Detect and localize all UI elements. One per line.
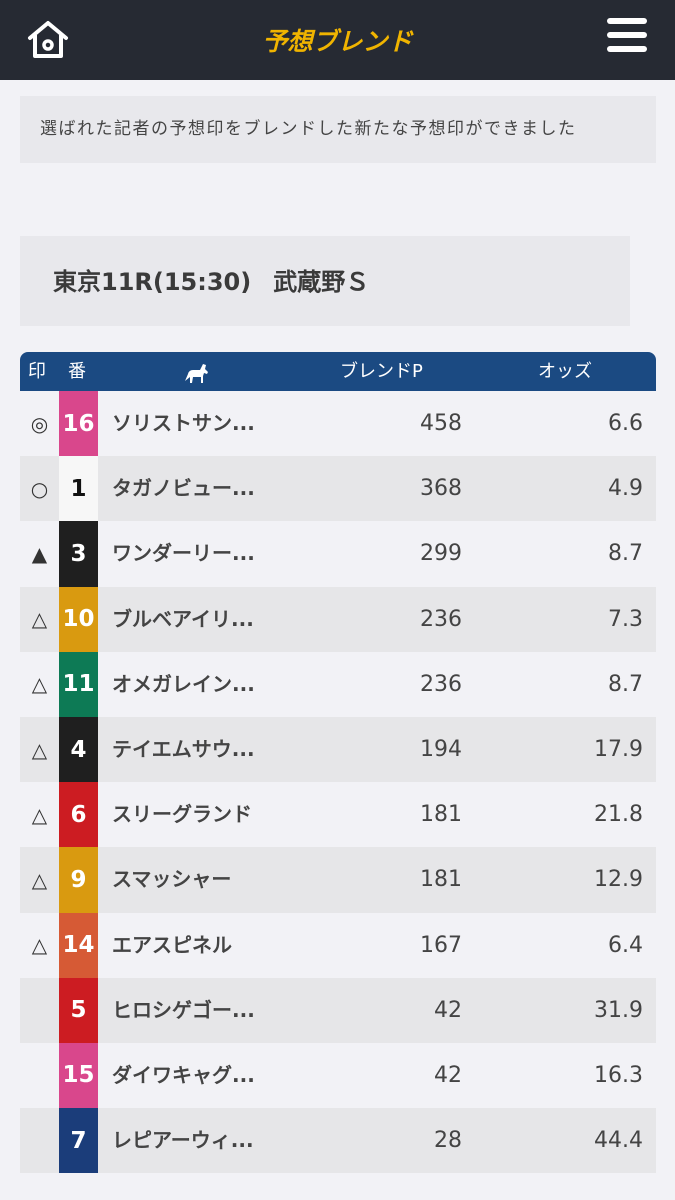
odds-value: 8.7 [608, 541, 643, 567]
blend-points: 181 [420, 802, 462, 828]
odds-value: 17.9 [594, 736, 643, 762]
blend-points: 299 [420, 541, 462, 567]
table-row[interactable]: ▲ 3 ワンダーリー... 299 8.7 [20, 521, 656, 587]
odds-value: 8.7 [608, 671, 643, 697]
odds-value: 6.4 [608, 932, 643, 958]
prediction-mark: △ [31, 933, 48, 958]
horse-number: 5 [59, 977, 98, 1043]
horse-number: 10 [59, 586, 98, 652]
horse-number: 11 [59, 651, 98, 717]
horse-number: 15 [59, 1042, 98, 1109]
prediction-mark: △ [31, 867, 48, 892]
blend-points: 28 [434, 1128, 462, 1154]
horse-name[interactable]: タガノビュー... [112, 476, 255, 501]
table-row[interactable]: △ 6 スリーグランド 181 21.8 [20, 782, 656, 848]
horse-number: 7 [59, 1108, 98, 1174]
prediction-mark: △ [31, 802, 48, 827]
blend-points-header: ブレンドP [340, 361, 423, 382]
odds-value: 31.9 [594, 997, 643, 1023]
table-row[interactable]: △ 10 ブルベアイリ... 236 7.3 [20, 586, 656, 652]
horse-number: 3 [59, 521, 98, 587]
table-header: 印 番 ブレンドP オッズ [20, 352, 656, 391]
horse-name[interactable]: スリーグランド [112, 802, 252, 827]
horse-icon [183, 360, 209, 400]
horse-number: 6 [59, 782, 98, 848]
odds-value: 4.9 [608, 476, 643, 502]
top-bar: 予想ブレンド [0, 0, 675, 80]
prediction-mark: △ [31, 672, 48, 697]
blend-points: 236 [420, 671, 462, 697]
horse-name[interactable]: ソリストサン... [112, 411, 255, 435]
horse-name[interactable]: ブルベアイリ... [112, 606, 254, 631]
horse-number: 1 [59, 456, 98, 522]
blend-points: 368 [420, 476, 462, 502]
hamburger-menu-icon [607, 18, 647, 24]
table-row[interactable]: △ 11 オメガレイン... 236 8.7 [20, 651, 656, 717]
horse-number: 4 [59, 716, 98, 783]
table-row[interactable]: ○ 1 タガノビュー... 368 4.9 [20, 456, 656, 522]
horse-name[interactable]: オメガレイン... [112, 671, 255, 696]
horse-name[interactable]: エアスピネル [112, 932, 232, 957]
odds-value: 6.6 [608, 411, 643, 436]
prediction-mark: △ [31, 737, 48, 762]
odds-header: オッズ [538, 361, 592, 382]
table-row[interactable]: ◎ 16 ソリストサン... 458 6.6 [20, 391, 656, 457]
blend-points: 236 [420, 606, 462, 632]
horse-name[interactable]: ワンダーリー... [112, 541, 255, 566]
home-icon [28, 21, 68, 58]
blend-points: 42 [434, 997, 462, 1023]
horse-number: 9 [59, 847, 98, 913]
blend-points: 42 [434, 1062, 462, 1088]
prediction-mark [20, 978, 59, 1043]
odds-value: 7.3 [608, 606, 643, 632]
horse-name[interactable]: スマッシャー [112, 867, 232, 892]
table-row[interactable]: △ 4 テイエムサウ... 194 17.9 [20, 716, 656, 783]
horse-name[interactable]: ダイワキャグ... [112, 1062, 255, 1087]
horse-name[interactable]: テイエムサウ... [112, 736, 255, 761]
table-row[interactable]: △ 14 エアスピネル 167 6.4 [20, 912, 656, 978]
prediction-mark: ○ [30, 476, 49, 501]
prediction-mark [20, 1043, 59, 1108]
horse-number: 14 [59, 912, 98, 978]
mark-header: 印 [28, 361, 46, 382]
menu-button[interactable] [607, 18, 647, 58]
table-row[interactable]: 15 ダイワキャグ... 42 16.3 [20, 1042, 656, 1109]
race-info-box: 東京11R(15:30) 武蔵野Ｓ [20, 236, 630, 326]
table-row[interactable]: 7 レピアーウィ... 28 44.4 [20, 1108, 656, 1174]
number-header: 番 [68, 361, 86, 382]
table-body: ◎ 16 ソリストサン... 458 6.6 ○ 1 タガノビュー... 368 4.9 ▲ 3 ワンダ… [20, 391, 656, 1174]
home-button[interactable] [24, 16, 72, 64]
prediction-mark: △ [31, 607, 48, 632]
prediction-mark: ▲ [31, 541, 48, 566]
prediction-mark: ◎ [30, 411, 49, 436]
blend-notice: 選ばれた記者の予想印をブレンドした新たな予想印ができました [20, 96, 656, 163]
horse-number: 16 [59, 391, 98, 457]
odds-value: 12.9 [594, 867, 643, 893]
race-name: 武蔵野Ｓ [273, 268, 370, 296]
blend-points: 181 [420, 867, 462, 893]
race-time: 東京11R(15:30) [53, 268, 252, 296]
blend-table: 印 番 ブレンドP オッズ ◎ 16 ソリストサン... 458 6.6 ○ 1 タガノビュー… [20, 352, 656, 1174]
table-row[interactable]: 5 ヒロシゲゴー... 42 31.9 [20, 977, 656, 1043]
prediction-mark [20, 1108, 59, 1173]
odds-value: 21.8 [594, 802, 643, 828]
blend-points: 458 [420, 411, 462, 436]
table-row[interactable]: △ 9 スマッシャー 181 12.9 [20, 847, 656, 913]
odds-value: 16.3 [594, 1062, 643, 1088]
horse-name[interactable]: レピアーウィ... [112, 1128, 254, 1153]
blend-points: 194 [420, 736, 462, 762]
blend-points: 167 [420, 932, 462, 958]
odds-value: 44.4 [594, 1128, 643, 1154]
horse-name[interactable]: ヒロシゲゴー... [112, 997, 255, 1022]
page-title: 予想ブレンド [262, 27, 413, 56]
